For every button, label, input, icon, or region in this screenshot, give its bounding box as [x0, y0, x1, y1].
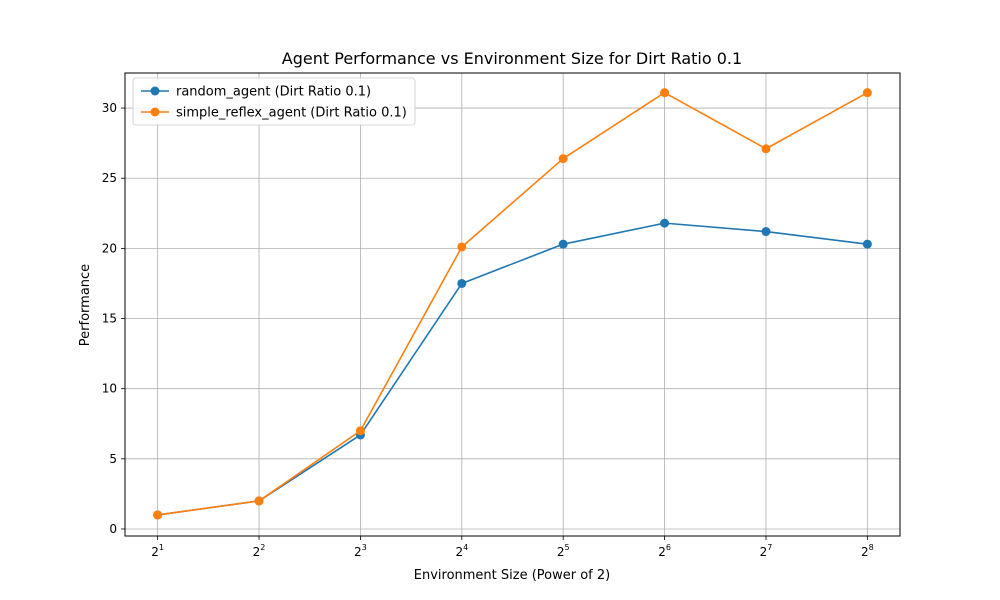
legend-label: simple_reflex_agent (Dirt Ratio 0.1) — [176, 106, 407, 121]
y-tick-label: 25 — [102, 171, 117, 185]
y-axis-label: Performance — [78, 264, 93, 346]
data-point — [355, 426, 365, 436]
data-point — [862, 239, 872, 249]
y-tick-label: 30 — [102, 101, 117, 115]
grid — [125, 73, 900, 536]
y-tick-label: 0 — [109, 522, 117, 536]
data-point — [457, 278, 467, 288]
legend-box — [132, 77, 416, 126]
series-layer — [153, 88, 872, 520]
y-tick-label: 15 — [102, 312, 117, 326]
data-point — [457, 242, 467, 252]
x-tick-label: 22 — [253, 543, 266, 559]
ticks: 21 22 23 24 25 26 27 28 0 5 10 15 20 25 30 — [102, 101, 874, 559]
x-axis-label: Environment Size (Power of 2) — [414, 568, 610, 583]
y-tick-label: 20 — [102, 241, 117, 255]
data-point — [153, 510, 163, 520]
data-point — [558, 154, 568, 164]
data-point — [660, 88, 670, 98]
data-point — [254, 496, 264, 506]
x-tick-label: 23 — [354, 543, 367, 559]
data-point — [761, 144, 771, 154]
series-line — [157, 91, 868, 516]
data-point — [862, 88, 872, 98]
chart-title: Agent Performance vs Environment Size fo… — [282, 49, 742, 68]
legend-swatch-marker — [150, 107, 160, 117]
y-tick-label: 5 — [109, 452, 117, 466]
x-tick-label: 27 — [760, 543, 773, 559]
x-tick-label: 25 — [557, 543, 570, 559]
x-tick-label: 21 — [151, 543, 164, 559]
data-point — [558, 239, 568, 249]
plot-frame — [124, 72, 901, 537]
x-tick-label: 24 — [455, 543, 468, 559]
legend-swatch-marker — [150, 86, 160, 96]
data-point — [660, 218, 670, 228]
x-tick-label: 28 — [861, 543, 874, 559]
legend: random_agent (Dirt Ratio 0.1) simple_refl… — [132, 77, 416, 126]
series-2 — [153, 88, 872, 520]
x-tick-label: 26 — [658, 543, 671, 559]
y-tick-label: 10 — [102, 382, 117, 396]
legend-label: random_agent (Dirt Ratio 0.1) — [176, 85, 371, 100]
data-point — [761, 227, 771, 237]
